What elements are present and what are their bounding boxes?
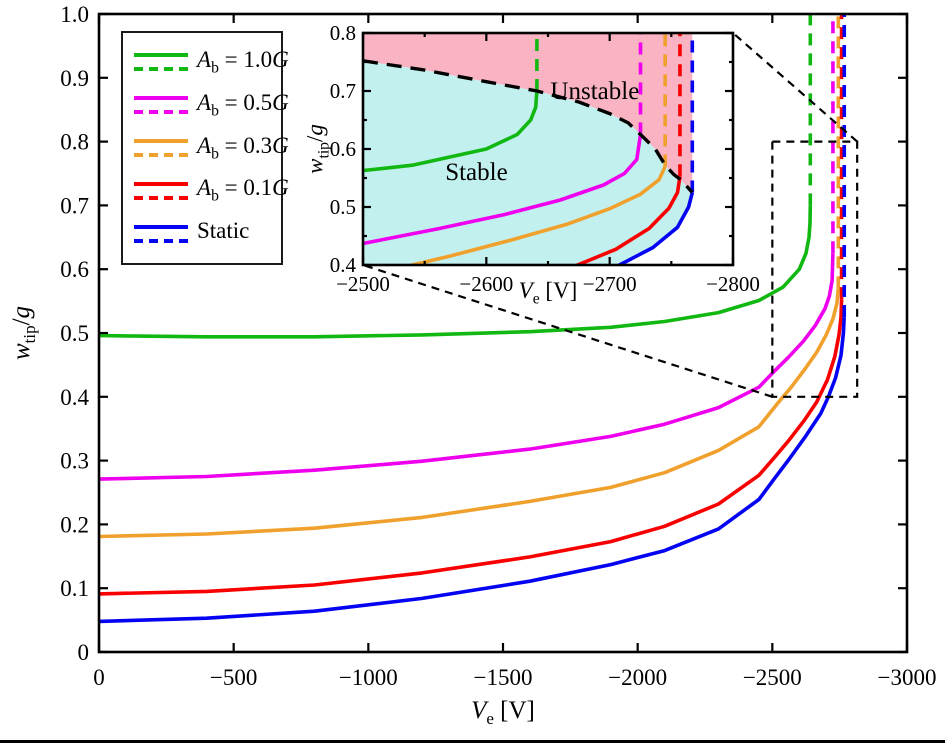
region-label-stable: Stable xyxy=(445,159,508,186)
y-axis-denominator: g xyxy=(8,305,35,319)
y-tick-label: 0.5 xyxy=(60,321,89,346)
inset-y-axis-subscript: tip xyxy=(315,142,333,159)
legend-unit: G xyxy=(272,132,289,158)
y-axis-variable: w xyxy=(8,343,35,361)
legend-text: = 0.1 xyxy=(218,175,273,201)
legend-sub: b xyxy=(211,102,219,120)
legend-text: = 1.0 xyxy=(218,47,273,73)
inset-content: Stable Unstable xyxy=(363,33,695,265)
stable-region-fill xyxy=(363,60,693,265)
y-tick-label: 0 xyxy=(78,640,90,665)
y-tick-label: 0.9 xyxy=(60,66,89,91)
legend-label: Ab = 0.3G xyxy=(197,133,289,164)
y-tick-label: 0.8 xyxy=(60,130,89,155)
zoom-connector-line xyxy=(362,263,773,398)
inset-x-tick-label: −2700 xyxy=(583,272,637,296)
y-tick-label: 0.2 xyxy=(60,512,89,537)
inset-y-tick-label: 0.4 xyxy=(330,253,357,277)
inset-series-ab-0.1g-stable-curve xyxy=(572,176,682,265)
x-tick-label: −2500 xyxy=(743,665,802,690)
inset-x-tick-label: −2600 xyxy=(459,272,513,296)
y-axis-title: wtip/g xyxy=(8,306,40,360)
page-bottom-rule xyxy=(0,740,945,743)
inset-y-tick-label: 0.6 xyxy=(330,137,356,161)
inset-x-tick-label: −2500 xyxy=(336,272,390,296)
legend-sub: b xyxy=(211,145,219,163)
series-ab-0.3g-stable-curve xyxy=(99,288,841,539)
y-tick-label: 0.7 xyxy=(60,193,89,218)
x-tick-label: −2000 xyxy=(608,665,667,690)
x-tick-label: −1000 xyxy=(339,665,398,690)
x-tick-label: −500 xyxy=(210,665,257,690)
legend-line-swatch xyxy=(134,224,188,243)
legend-var: A xyxy=(197,89,212,115)
inset-x-tick-label: −2800 xyxy=(706,272,760,296)
series-static-stable-curve xyxy=(99,317,846,624)
legend-text: = 0.3 xyxy=(218,132,273,158)
legend-item-ab-0.1g: Ab = 0.1G xyxy=(132,175,289,206)
legend-line-swatch xyxy=(134,139,188,157)
y-tick-label: 1.0 xyxy=(60,2,89,27)
inset-x-axis-title: Ve [V] xyxy=(363,278,733,309)
legend-unit: G xyxy=(272,175,289,201)
series-ab-1.0g-stable-curve xyxy=(99,205,813,339)
legend-sub: b xyxy=(211,59,219,77)
legend-label: Static xyxy=(197,218,249,249)
legend-item-ab-0.5g: Ab = 0.5G xyxy=(132,90,289,121)
inset-y-axis-title: wtip/g xyxy=(303,124,334,174)
x-tick-label: −1500 xyxy=(474,665,533,690)
legend-item-ab-0.3g: Ab = 0.3G xyxy=(132,133,289,164)
legend-var: A xyxy=(197,132,212,158)
x-axis-variable: V xyxy=(471,697,487,724)
legend: Ab = 1.0G Ab = 0.5G Ab = 0.3G Ab = 0.1G … xyxy=(121,31,289,265)
legend-label: Ab = 0.1G xyxy=(197,175,289,206)
legend-unit: G xyxy=(272,47,289,73)
zoom-region-box xyxy=(771,140,859,398)
inset-y-tick-label: 0.7 xyxy=(330,79,356,103)
legend-unit: G xyxy=(272,89,289,115)
inset-x-axis-subscript: e xyxy=(532,290,540,308)
inset-series-static-stable-curve xyxy=(615,192,695,265)
y-tick-label: 0.4 xyxy=(60,385,89,410)
inset-x-axis-unit: [V] xyxy=(539,278,578,303)
region-label-unstable: Unstable xyxy=(550,78,639,105)
legend-text: = 0.5 xyxy=(218,89,273,115)
x-tick-label: 0 xyxy=(93,665,105,690)
main-curves xyxy=(99,14,847,624)
x-axis-unit: [V] xyxy=(493,697,535,724)
inset-y-axis-slash: / xyxy=(302,135,328,143)
y-tick-label: 0.3 xyxy=(60,449,89,474)
inset-y-axis-variable: w xyxy=(302,158,328,174)
legend-item-static: Static xyxy=(132,218,281,249)
legend-label: Ab = 1.0G xyxy=(197,47,289,78)
inset-y-tick-label: 0.8 xyxy=(330,21,356,45)
y-axis-subscript: tip xyxy=(20,325,39,344)
legend-var: A xyxy=(197,47,212,73)
x-tick-label: −3000 xyxy=(878,665,937,690)
legend-text: Static xyxy=(197,218,250,244)
y-axis-slash: / xyxy=(8,318,35,326)
series-ab-0.1g-stable-curve xyxy=(99,299,844,596)
legend-label: Ab = 0.5G xyxy=(197,90,289,121)
legend-item-ab-1.0g: Ab = 1.0G xyxy=(132,47,289,78)
legend-line-swatch xyxy=(134,96,188,115)
inset-series-ab-0.3g-stable-curve xyxy=(404,165,667,265)
x-axis-subscript: e xyxy=(486,709,494,728)
y-tick-label: 0.1 xyxy=(60,576,89,601)
inset-y-axis-denominator: g xyxy=(302,124,328,136)
legend-line-swatch xyxy=(134,181,188,200)
inset-x-axis-variable: V xyxy=(518,278,533,303)
inset-series-ab-1.0g-stable-curve xyxy=(363,90,539,173)
inset-y-tick-label: 0.5 xyxy=(330,195,356,219)
legend-var: A xyxy=(197,175,212,201)
pullin-stability-boundary xyxy=(363,59,694,194)
series-ab-0.5g-stable-curve xyxy=(99,253,835,481)
y-tick-label: 0.6 xyxy=(60,257,89,282)
legend-line-swatch xyxy=(134,53,188,72)
x-axis-title: Ve [V] xyxy=(99,697,907,729)
inset-series-ab-0.5g-stable-curve xyxy=(363,134,643,246)
legend-sub: b xyxy=(211,188,219,206)
